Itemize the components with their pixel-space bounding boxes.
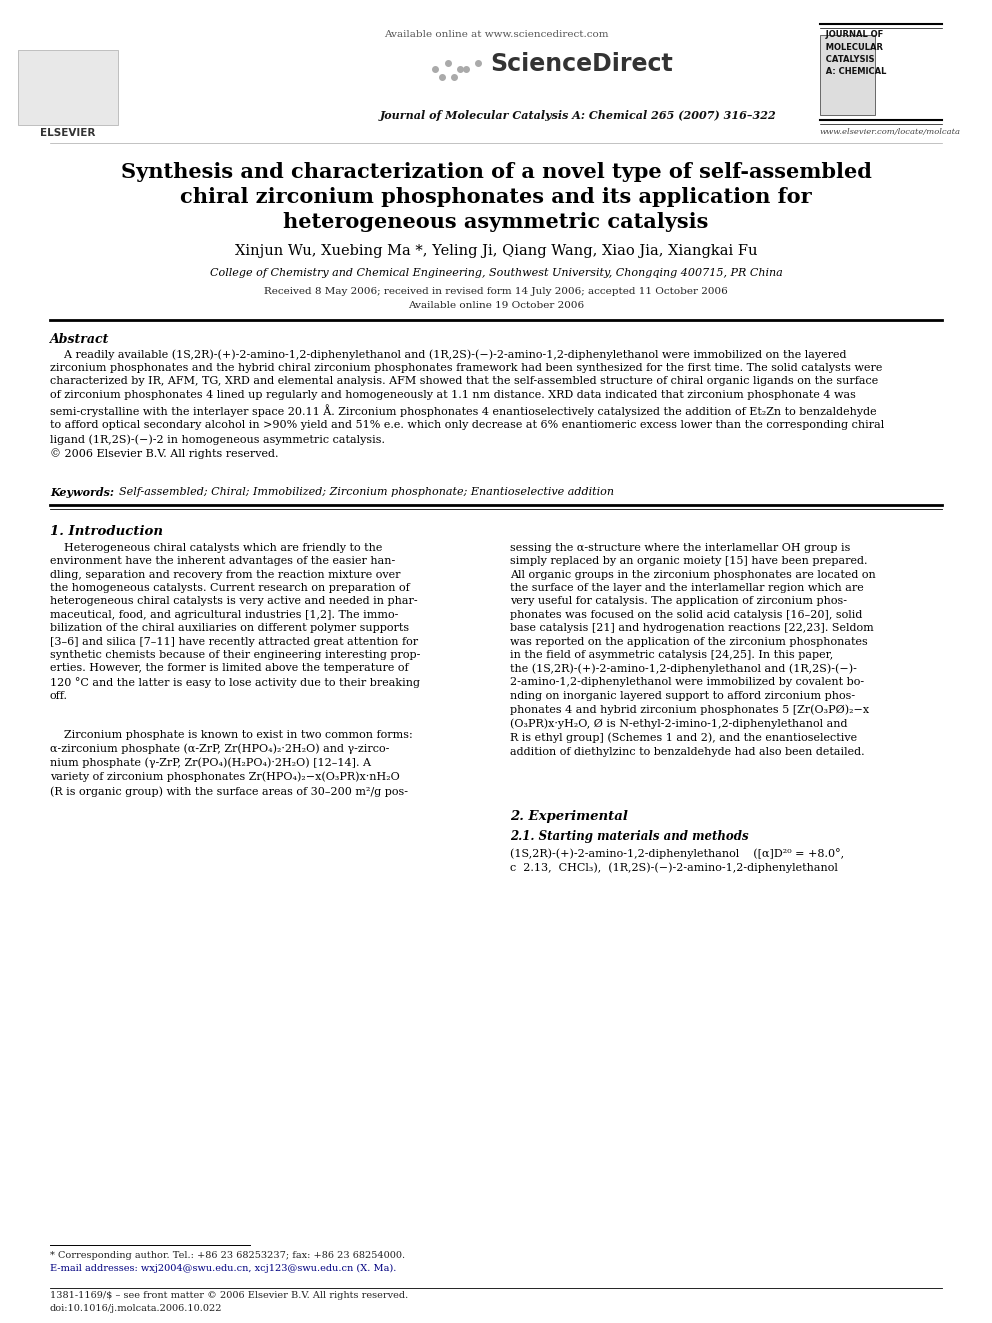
Text: ScienceDirect: ScienceDirect <box>490 52 673 75</box>
Text: 1. Introduction: 1. Introduction <box>50 525 163 538</box>
Text: 2.1. Starting materials and methods: 2.1. Starting materials and methods <box>510 830 749 843</box>
Text: Abstract: Abstract <box>50 333 109 347</box>
Text: 1381-1169/$ – see front matter © 2006 Elsevier B.V. All rights reserved.: 1381-1169/$ – see front matter © 2006 El… <box>50 1291 409 1301</box>
Text: A readily available (1S,2R)-(+)-2-amino-1,2-diphenylethanol and (1R,2S)-(−)-2-am: A readily available (1S,2R)-(+)-2-amino-… <box>50 349 884 459</box>
Text: College of Chemistry and Chemical Engineering, Southwest University, Chongqing 4: College of Chemistry and Chemical Engine… <box>209 269 783 278</box>
Text: Synthesis and characterization of a novel type of self-assembled: Synthesis and characterization of a nove… <box>121 161 871 183</box>
Text: sessing the α-structure where the interlamellar OH group is
simply replaced by a: sessing the α-structure where the interl… <box>510 542 876 757</box>
Text: * Corresponding author. Tel.: +86 23 68253237; fax: +86 23 68254000.: * Corresponding author. Tel.: +86 23 682… <box>50 1252 405 1259</box>
Text: Available online 19 October 2006: Available online 19 October 2006 <box>408 302 584 310</box>
Text: Received 8 May 2006; received in revised form 14 July 2006; accepted 11 October : Received 8 May 2006; received in revised… <box>264 287 728 296</box>
Bar <box>820 34 875 115</box>
Text: Keywords:: Keywords: <box>50 487 114 497</box>
Text: www.elsevier.com/locate/molcata: www.elsevier.com/locate/molcata <box>820 128 961 136</box>
Text: chiral zirconium phosphonates and its application for: chiral zirconium phosphonates and its ap… <box>181 187 811 206</box>
Text: Journal of Molecular Catalysis A: Chemical 265 (2007) 316–322: Journal of Molecular Catalysis A: Chemic… <box>380 110 777 120</box>
Text: Xinjun Wu, Xuebing Ma *, Yeling Ji, Qiang Wang, Xiao Jia, Xiangkai Fu: Xinjun Wu, Xuebing Ma *, Yeling Ji, Qian… <box>235 243 757 258</box>
Text: Heterogeneous chiral catalysts which are friendly to the
environment have the in: Heterogeneous chiral catalysts which are… <box>50 542 421 701</box>
Text: E-mail addresses: wxj2004@swu.edu.cn, xcj123@swu.edu.cn (X. Ma).: E-mail addresses: wxj2004@swu.edu.cn, xc… <box>50 1263 397 1273</box>
Bar <box>18 50 118 124</box>
Text: (1S,2R)-(+)-2-amino-1,2-diphenylethanol    ([α]D²⁰ = +8.0°,
c  2.13,  CHCl₃),  (: (1S,2R)-(+)-2-amino-1,2-diphenylethanol … <box>510 848 844 873</box>
Text: heterogeneous asymmetric catalysis: heterogeneous asymmetric catalysis <box>284 212 708 232</box>
Text: 2. Experimental: 2. Experimental <box>510 810 628 823</box>
Text: JOURNAL OF
  MOLECULAR
  CATALYSIS
  A: CHEMICAL: JOURNAL OF MOLECULAR CATALYSIS A: CHEMIC… <box>820 30 887 77</box>
Text: doi:10.1016/j.molcata.2006.10.022: doi:10.1016/j.molcata.2006.10.022 <box>50 1304 222 1312</box>
Text: ELSEVIER: ELSEVIER <box>41 128 95 138</box>
Text: Available online at www.sciencedirect.com: Available online at www.sciencedirect.co… <box>384 30 608 38</box>
Text: Self-assembled; Chiral; Immobilized; Zirconium phosphonate; Enantioselective add: Self-assembled; Chiral; Immobilized; Zir… <box>112 487 614 497</box>
Text: Zirconium phosphate is known to exist in two common forms:
α-zirconium phosphate: Zirconium phosphate is known to exist in… <box>50 730 413 796</box>
